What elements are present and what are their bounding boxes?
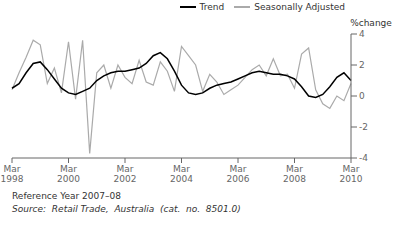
svg-text:Mar2004: Mar2004 (170, 164, 193, 184)
svg-text:-2: -2 (359, 122, 368, 132)
html-text:Reference Year 2007–08: Reference Year 2007–08 (12, 191, 121, 201)
svg-text:Mar2006: Mar2006 (227, 164, 250, 184)
svg-text:Mar1998: Mar1998 (8, 164, 24, 184)
svg-text:Mar2002: Mar2002 (114, 164, 137, 184)
html-text:Trend: Trend (199, 2, 225, 12)
html-text:Seasonally Adjusted: Seasonally Adjusted (254, 2, 345, 12)
svg-text:2: 2 (359, 60, 365, 70)
svg-text:Mar2000: Mar2000 (57, 164, 80, 184)
svg-text:Mar2010: Mar2010 (340, 164, 363, 184)
svg-text:%change: %change (350, 18, 389, 28)
svg-text:4: 4 (359, 29, 365, 39)
svg-text:Mar2008: Mar2008 (283, 164, 306, 184)
html-text:Source: Retail Trade, Australi: Source: Retail Trade, Australia (cat. no… (12, 204, 241, 214)
svg-text:0: 0 (359, 91, 365, 101)
svg-text:-4: -4 (359, 153, 368, 163)
